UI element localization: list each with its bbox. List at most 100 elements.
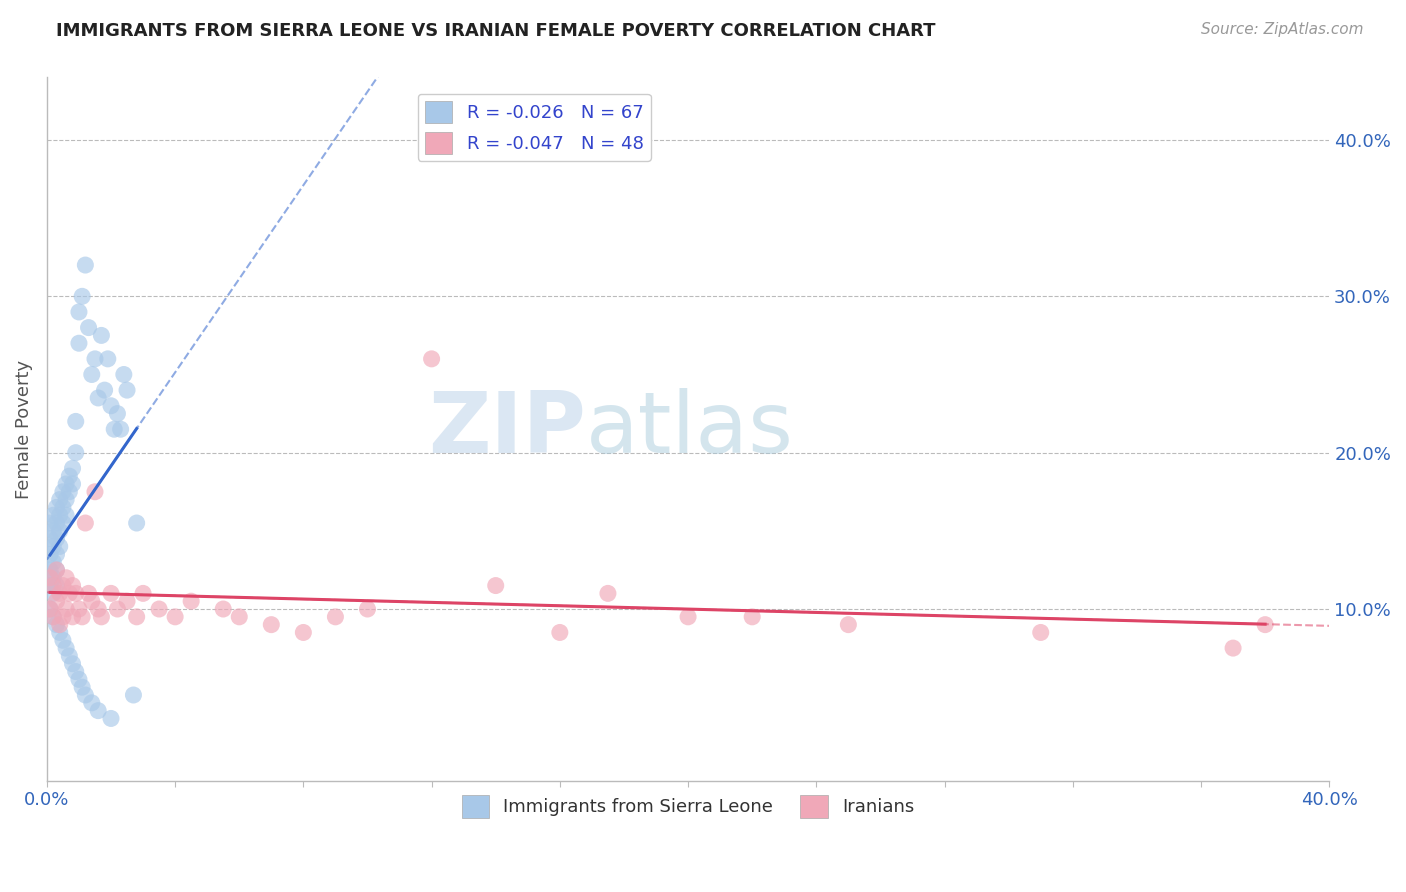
- Point: [42, 578, 65, 592]
- Point: [1254, 617, 1277, 632]
- Point: [87, 602, 110, 616]
- Point: [90, 610, 112, 624]
- Point: [212, 602, 235, 616]
- Point: [75, 516, 97, 530]
- Point: [45, 547, 67, 561]
- Point: [48, 508, 70, 523]
- Point: [48, 492, 70, 507]
- Point: [90, 328, 112, 343]
- Point: [87, 704, 110, 718]
- Point: [55, 602, 77, 616]
- Point: [356, 602, 378, 616]
- Point: [42, 586, 65, 600]
- Point: [55, 641, 77, 656]
- Point: [80, 368, 103, 382]
- Point: [84, 484, 107, 499]
- Point: [58, 469, 80, 483]
- Point: [39, 516, 62, 530]
- Point: [62, 657, 84, 671]
- Point: [48, 540, 70, 554]
- Point: [87, 391, 110, 405]
- Point: [107, 407, 129, 421]
- Point: [260, 617, 283, 632]
- Point: [112, 368, 135, 382]
- Point: [70, 680, 93, 694]
- Point: [80, 696, 103, 710]
- Point: [67, 602, 90, 616]
- Y-axis label: Female Poverty: Female Poverty: [15, 359, 32, 499]
- Point: [42, 610, 65, 624]
- Point: [45, 532, 67, 546]
- Point: [45, 594, 67, 608]
- Point: [100, 711, 122, 725]
- Point: [42, 508, 65, 523]
- Point: [596, 586, 619, 600]
- Point: [39, 602, 62, 616]
- Point: [45, 500, 67, 515]
- Point: [39, 547, 62, 561]
- Point: [420, 351, 443, 366]
- Point: [39, 532, 62, 546]
- Point: [62, 477, 84, 491]
- Point: [58, 586, 80, 600]
- Point: [132, 586, 155, 600]
- Point: [45, 563, 67, 577]
- Point: [125, 516, 148, 530]
- Point: [100, 399, 122, 413]
- Point: [741, 610, 763, 624]
- Point: [100, 586, 122, 600]
- Point: [55, 508, 77, 523]
- Point: [52, 516, 75, 530]
- Point: [52, 633, 75, 648]
- Point: [62, 610, 84, 624]
- Point: [45, 516, 67, 530]
- Point: [67, 305, 90, 319]
- Point: [110, 422, 132, 436]
- Point: [45, 617, 67, 632]
- Point: [70, 289, 93, 303]
- Point: [84, 351, 107, 366]
- Point: [42, 524, 65, 538]
- Point: [39, 563, 62, 577]
- Point: [77, 586, 100, 600]
- Legend: Immigrants from Sierra Leone, Iranians: Immigrants from Sierra Leone, Iranians: [454, 789, 921, 825]
- Point: [39, 602, 62, 616]
- Point: [837, 617, 859, 632]
- Point: [48, 586, 70, 600]
- Point: [52, 500, 75, 515]
- Point: [52, 578, 75, 592]
- Point: [58, 648, 80, 663]
- Point: [97, 351, 120, 366]
- Text: Source: ZipAtlas.com: Source: ZipAtlas.com: [1201, 22, 1364, 37]
- Point: [485, 578, 508, 592]
- Point: [125, 610, 148, 624]
- Point: [65, 445, 87, 459]
- Point: [65, 586, 87, 600]
- Point: [70, 610, 93, 624]
- Point: [55, 477, 77, 491]
- Point: [55, 492, 77, 507]
- Point: [42, 555, 65, 569]
- Point: [292, 625, 315, 640]
- Point: [52, 484, 75, 499]
- Point: [42, 540, 65, 554]
- Point: [122, 688, 145, 702]
- Point: [48, 524, 70, 538]
- Point: [107, 602, 129, 616]
- Point: [115, 383, 138, 397]
- Point: [103, 422, 125, 436]
- Point: [65, 665, 87, 679]
- Text: atlas: atlas: [585, 388, 793, 471]
- Point: [39, 578, 62, 592]
- Point: [67, 336, 90, 351]
- Point: [228, 610, 250, 624]
- Point: [676, 610, 699, 624]
- Point: [325, 610, 347, 624]
- Point: [65, 414, 87, 428]
- Point: [148, 602, 170, 616]
- Point: [62, 578, 84, 592]
- Point: [67, 673, 90, 687]
- Point: [115, 594, 138, 608]
- Point: [80, 594, 103, 608]
- Point: [93, 383, 115, 397]
